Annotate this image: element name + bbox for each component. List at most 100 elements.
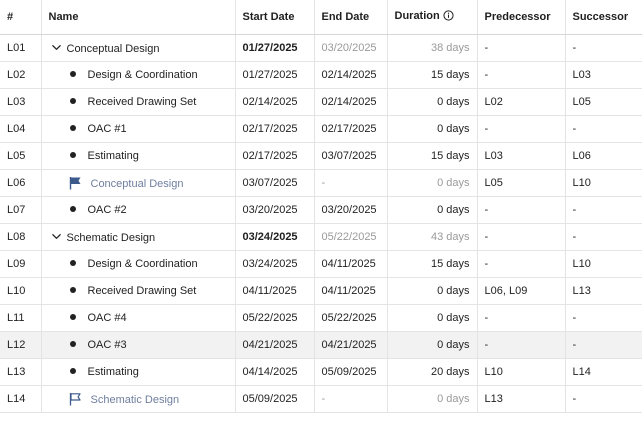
cell-predecessor[interactable]: L10	[477, 358, 566, 386]
cell-name[interactable]: OAC #1	[41, 115, 236, 143]
cell-name[interactable]: Conceptual Design	[41, 169, 236, 197]
cell-name[interactable]: Design & Coordination	[41, 61, 236, 89]
cell-start-date[interactable]: 02/14/2025	[235, 88, 315, 116]
cell-predecessor[interactable]: -	[477, 304, 566, 332]
col-header-name[interactable]: Name	[41, 0, 236, 35]
cell-predecessor[interactable]: -	[477, 331, 566, 359]
cell-end-date[interactable]: 02/14/2025	[314, 88, 388, 116]
cell-name[interactable]: OAC #2	[41, 196, 236, 224]
cell-predecessor[interactable]: L05	[477, 169, 566, 197]
cell-name[interactable]: Received Drawing Set	[41, 277, 236, 305]
cell-duration[interactable]: 15 days	[387, 250, 478, 278]
cell-end-date[interactable]: 05/22/2025	[314, 223, 388, 251]
col-header-end-date[interactable]: End Date	[314, 0, 388, 35]
cell-end-date[interactable]: -	[314, 169, 388, 197]
cell-successor[interactable]: L03	[565, 61, 642, 89]
cell-end-date[interactable]: 04/21/2025	[314, 331, 388, 359]
info-circle-icon[interactable]	[443, 10, 454, 24]
cell-duration[interactable]: 0 days	[387, 331, 478, 359]
col-header-start-date[interactable]: Start Date	[235, 0, 315, 35]
col-header-successor[interactable]: Successor	[565, 0, 642, 35]
cell-start-date[interactable]: 05/22/2025	[235, 304, 315, 332]
cell-name[interactable]: Received Drawing Set	[41, 88, 236, 116]
cell-duration[interactable]: 15 days	[387, 142, 478, 170]
cell-successor[interactable]: -	[565, 331, 642, 359]
table-row-l06[interactable]: L06 Conceptual Design 03/07/2025-0 days L05…	[0, 169, 642, 197]
cell-successor[interactable]: L10	[565, 250, 642, 278]
cell-start-date[interactable]: 03/07/2025	[235, 169, 315, 197]
table-row-l14[interactable]: L14 Schematic Design 05/09/2025-0 days L13-	[0, 385, 642, 413]
table-row-l11[interactable]: L11 OAC #4 05/22/2025 05/22/2025 0 days - -	[0, 304, 642, 332]
cell-start-date[interactable]: 03/24/2025	[235, 223, 315, 251]
cell-name[interactable]: Estimating	[41, 142, 236, 170]
cell-successor[interactable]: L06	[565, 142, 642, 170]
cell-name[interactable]: OAC #4	[41, 304, 236, 332]
cell-start-date[interactable]: 04/14/2025	[235, 358, 315, 386]
table-row-l05[interactable]: L05 Estimating 02/17/2025 03/07/2025 15 days…	[0, 142, 642, 170]
table-row-l01[interactable]: L01 Conceptual Design 01/27/2025 03/20/2025…	[0, 34, 642, 62]
cell-predecessor[interactable]: L02	[477, 88, 566, 116]
cell-name[interactable]: Conceptual Design	[41, 34, 236, 62]
cell-successor[interactable]: L13	[565, 277, 642, 305]
cell-successor[interactable]: L14	[565, 358, 642, 386]
cell-duration[interactable]: 43 days	[387, 223, 478, 251]
table-row-l02[interactable]: L02 Design & Coordination 01/27/2025 02/14/…	[0, 61, 642, 89]
col-header-duration[interactable]: Duration	[387, 0, 478, 35]
cell-start-date[interactable]: 03/24/2025	[235, 250, 315, 278]
cell-start-date[interactable]: 01/27/2025	[235, 34, 315, 62]
cell-successor[interactable]: L05	[565, 88, 642, 116]
cell-predecessor[interactable]: L03	[477, 142, 566, 170]
table-row-l09[interactable]: L09 Design & Coordination 03/24/2025 04/11/…	[0, 250, 642, 278]
table-row-l13[interactable]: L13 Estimating 04/14/2025 05/09/2025 20 days…	[0, 358, 642, 386]
col-header-id[interactable]: #	[0, 0, 42, 35]
cell-duration[interactable]: 0 days	[387, 196, 478, 224]
cell-successor[interactable]: -	[565, 34, 642, 62]
cell-end-date[interactable]: 05/09/2025	[314, 358, 388, 386]
cell-start-date[interactable]: 04/21/2025	[235, 331, 315, 359]
cell-end-date[interactable]: -	[314, 385, 388, 413]
cell-successor[interactable]: -	[565, 304, 642, 332]
cell-duration[interactable]: 20 days	[387, 358, 478, 386]
cell-duration[interactable]: 0 days	[387, 385, 478, 413]
cell-start-date[interactable]: 02/17/2025	[235, 142, 315, 170]
table-row-l03[interactable]: L03 Received Drawing Set 02/14/2025 02/14/2…	[0, 88, 642, 116]
chevron-down-icon[interactable]	[51, 231, 62, 242]
cell-predecessor[interactable]: -	[477, 196, 566, 224]
col-header-predecessor[interactable]: Predecessor	[477, 0, 566, 35]
cell-duration[interactable]: 38 days	[387, 34, 478, 62]
cell-end-date[interactable]: 04/11/2025	[314, 277, 388, 305]
cell-end-date[interactable]: 03/20/2025	[314, 196, 388, 224]
table-row-l12[interactable]: L12 OAC #3 04/21/2025 04/21/2025 0 days - -	[0, 331, 642, 359]
cell-duration[interactable]: 0 days	[387, 169, 478, 197]
cell-end-date[interactable]: 02/17/2025	[314, 115, 388, 143]
cell-duration[interactable]: 0 days	[387, 277, 478, 305]
cell-predecessor[interactable]: -	[477, 223, 566, 251]
cell-end-date[interactable]: 02/14/2025	[314, 61, 388, 89]
cell-duration[interactable]: 0 days	[387, 88, 478, 116]
cell-successor[interactable]: -	[565, 115, 642, 143]
cell-start-date[interactable]: 02/17/2025	[235, 115, 315, 143]
cell-start-date[interactable]: 04/11/2025	[235, 277, 315, 305]
cell-predecessor[interactable]: L06, L09	[477, 277, 566, 305]
cell-start-date[interactable]: 05/09/2025	[235, 385, 315, 413]
chevron-down-icon[interactable]	[51, 42, 62, 53]
cell-duration[interactable]: 15 days	[387, 61, 478, 89]
cell-end-date[interactable]: 05/22/2025	[314, 304, 388, 332]
cell-start-date[interactable]: 01/27/2025	[235, 61, 315, 89]
table-row-l07[interactable]: L07 OAC #2 03/20/2025 03/20/2025 0 days - -	[0, 196, 642, 224]
cell-end-date[interactable]: 03/20/2025	[314, 34, 388, 62]
cell-successor[interactable]: -	[565, 196, 642, 224]
table-row-l10[interactable]: L10 Received Drawing Set 04/11/2025 04/11/2…	[0, 277, 642, 305]
cell-duration[interactable]: 0 days	[387, 304, 478, 332]
cell-predecessor[interactable]: -	[477, 250, 566, 278]
cell-end-date[interactable]: 04/11/2025	[314, 250, 388, 278]
table-row-l08[interactable]: L08 Schematic Design 03/24/2025 05/22/2025 4…	[0, 223, 642, 251]
cell-predecessor[interactable]: -	[477, 115, 566, 143]
cell-name[interactable]: Design & Coordination	[41, 250, 236, 278]
cell-duration[interactable]: 0 days	[387, 115, 478, 143]
cell-successor[interactable]: -	[565, 385, 642, 413]
cell-predecessor[interactable]: -	[477, 34, 566, 62]
cell-predecessor[interactable]: L13	[477, 385, 566, 413]
cell-name[interactable]: OAC #3	[41, 331, 236, 359]
cell-successor[interactable]: L10	[565, 169, 642, 197]
